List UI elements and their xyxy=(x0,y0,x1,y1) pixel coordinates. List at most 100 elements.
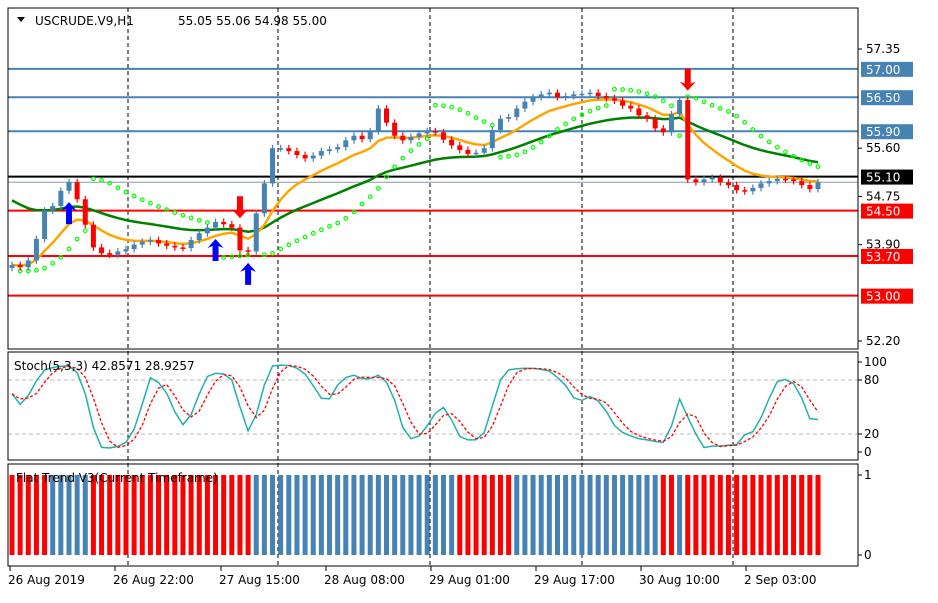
stoch-tick-label: 20 xyxy=(864,427,879,441)
candle-body xyxy=(367,131,373,140)
flat-trend-bar xyxy=(449,475,455,555)
candle-body xyxy=(196,233,202,241)
flat-trend-bar xyxy=(156,475,162,555)
stoch-tick-label: 0 xyxy=(864,445,872,459)
level-price-tag xyxy=(861,169,913,185)
sar-dot xyxy=(522,149,528,155)
level-price-label: 53.00 xyxy=(866,290,900,304)
flat-trend-bar xyxy=(139,475,145,555)
triangle-down-icon[interactable] xyxy=(17,17,25,22)
candle-body xyxy=(123,249,129,252)
sar-dot xyxy=(42,265,47,271)
sar-dot xyxy=(628,87,634,93)
stoch-title: Stoch(5,3,3) 42.8571 28.9257 xyxy=(14,359,195,373)
sar-dot xyxy=(318,227,324,233)
candle-body xyxy=(522,101,528,109)
flat-trend-bar xyxy=(131,475,137,555)
candle-body xyxy=(514,108,520,118)
flat-trend-bar xyxy=(530,475,536,555)
stochastic-panel: Stoch(5,3,3) 42.8571 28.9257 xyxy=(8,359,858,449)
candle-body xyxy=(782,178,788,181)
candle-body xyxy=(538,94,544,98)
candle-body xyxy=(66,182,72,191)
flat-trend-bar xyxy=(367,475,373,555)
sar-dot xyxy=(50,260,56,266)
sar-dot xyxy=(783,149,788,155)
sar-dot xyxy=(669,103,674,109)
flat-trend-bar xyxy=(514,475,520,555)
flat-trend-bar xyxy=(465,475,471,555)
candle-body xyxy=(164,243,170,246)
level-price-tag xyxy=(861,61,913,77)
sar-dot xyxy=(204,220,210,225)
flat-trend-bar xyxy=(685,475,691,555)
symbol-label: USCRUDE.V9,H1 xyxy=(35,14,134,28)
sar-dot xyxy=(774,144,780,150)
sar-dot xyxy=(636,89,642,95)
sar-dot xyxy=(595,105,601,111)
flat-trend-bar xyxy=(652,475,658,555)
flat-trend-bar xyxy=(644,475,650,555)
sar-dot xyxy=(278,246,284,252)
candle-body xyxy=(286,148,292,152)
candle-body xyxy=(660,128,666,133)
flat-trend-bar xyxy=(791,475,797,555)
level-price-label: 54.50 xyxy=(866,205,900,219)
sar-dot xyxy=(424,136,430,142)
candle-body xyxy=(221,221,227,225)
candle-body xyxy=(807,185,813,190)
sar-dot xyxy=(261,252,267,258)
signal-arrows xyxy=(60,68,696,285)
time-tick-label: 29 Aug 01:00 xyxy=(429,573,510,587)
sar-dot xyxy=(375,186,381,191)
candle-body xyxy=(774,178,780,182)
flat-trend-bar xyxy=(758,475,764,555)
flat-trend-bar xyxy=(717,475,723,555)
sar-dot xyxy=(294,238,300,244)
flat-trend-bar xyxy=(82,475,88,555)
sar-dot xyxy=(538,139,544,145)
flat-trend-bar xyxy=(196,475,202,555)
candle-body xyxy=(82,199,88,225)
flat-trend-bar xyxy=(384,475,390,555)
candle-body xyxy=(571,94,577,97)
stoch-tick-label: 80 xyxy=(864,373,879,387)
flat-trend-bar xyxy=(628,475,634,555)
flat-trend-bar xyxy=(497,475,503,555)
flat-trend-bar xyxy=(302,475,308,555)
candle-body xyxy=(261,183,267,214)
flat-trend-bar xyxy=(815,475,821,555)
time-tick-label: 29 Aug 17:00 xyxy=(534,573,615,587)
ohlc-values: 55.05 55.06 54.98 55.00 xyxy=(178,14,327,28)
candle-body xyxy=(253,213,259,252)
level-price-tag xyxy=(861,124,913,140)
candle-body xyxy=(99,247,105,254)
candle-body xyxy=(327,149,333,152)
candle-body xyxy=(563,96,569,98)
flat-trend-bar xyxy=(750,475,756,555)
flat-trend-bar xyxy=(538,475,544,555)
flat-trend-bar xyxy=(473,475,479,555)
flat-trend-bar xyxy=(709,475,715,555)
sar-dot xyxy=(758,133,764,139)
flat-trend-bar xyxy=(164,475,170,555)
flat-trend-bar xyxy=(90,475,96,555)
candle-body xyxy=(58,190,64,207)
candle-body xyxy=(579,93,585,96)
horizontal-levels[interactable] xyxy=(8,67,858,297)
sar-dot xyxy=(791,153,796,159)
price-tick-label: 57.35 xyxy=(866,42,900,56)
sar-dot xyxy=(465,110,471,116)
sar-dot xyxy=(180,212,186,218)
sar-dot xyxy=(441,103,446,109)
flat-trend-bar xyxy=(611,475,617,555)
axes: 57.35 55.60 54.75 53.90 52.20 57.00 56.50 55.90… xyxy=(8,42,913,587)
level-price-label: 57.00 xyxy=(866,63,900,77)
candle-body xyxy=(416,133,422,137)
candle-body xyxy=(188,240,194,249)
flat-trend-bar xyxy=(595,475,601,555)
candle-body xyxy=(359,135,365,140)
time-tick-label: 30 Aug 10:00 xyxy=(639,573,720,587)
candle-body xyxy=(172,245,178,248)
